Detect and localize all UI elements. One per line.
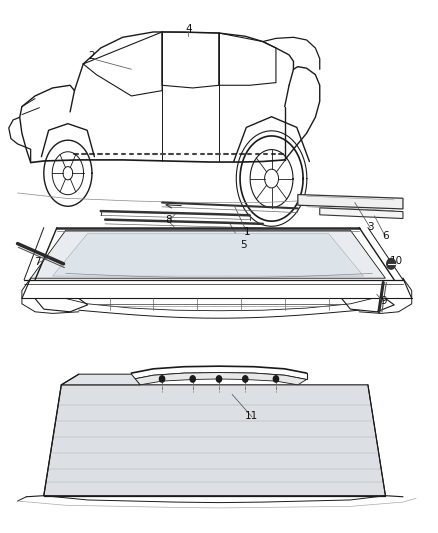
Text: 1: 1 [244,227,251,237]
Text: 8: 8 [165,215,172,225]
Polygon shape [61,374,140,385]
Text: 7: 7 [34,257,41,267]
Polygon shape [44,385,385,496]
Text: 9: 9 [380,296,387,306]
Text: 5: 5 [240,240,247,250]
Polygon shape [320,208,403,219]
Polygon shape [53,233,364,276]
Text: 3: 3 [367,222,374,231]
Circle shape [159,376,165,382]
Circle shape [190,376,195,382]
Polygon shape [31,230,385,278]
Circle shape [273,376,279,382]
Text: 10: 10 [390,256,403,266]
Text: 2: 2 [88,51,95,61]
Polygon shape [298,195,403,209]
Circle shape [216,376,222,382]
Text: 4: 4 [185,25,192,34]
Circle shape [387,259,396,269]
Circle shape [243,376,248,382]
Polygon shape [131,373,307,385]
Text: 11: 11 [245,411,258,421]
Text: 6: 6 [382,231,389,240]
